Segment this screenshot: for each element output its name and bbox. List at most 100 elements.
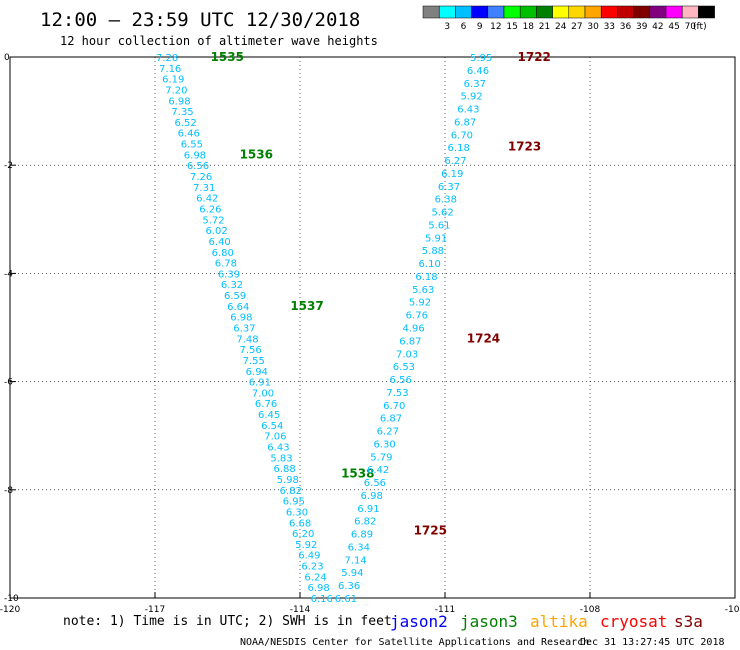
wave-height-value: 5.63 bbox=[412, 285, 434, 296]
colorbar-swatch bbox=[698, 5, 715, 19]
wave-height-value: 6.87 bbox=[380, 414, 402, 425]
pass-time-label: 1535 bbox=[211, 50, 244, 64]
colorbar-label: 33 bbox=[604, 22, 615, 32]
wave-height-value: 7.31 bbox=[193, 183, 215, 194]
wave-height-value: 5.91 bbox=[425, 233, 447, 244]
wave-height-value: 6.52 bbox=[175, 118, 197, 129]
colorbar-unit: (ft) bbox=[693, 22, 707, 32]
wave-height-value: 7.53 bbox=[386, 388, 408, 399]
y-tick-label: -4 bbox=[4, 269, 13, 279]
colorbar-label: 27 bbox=[571, 22, 582, 32]
wave-height-value: 6.34 bbox=[348, 542, 370, 553]
plot-area: -120 -117 -114 -111 -108 -105 0 -2 -4 -6 -8 -10 7.… bbox=[0, 50, 740, 615]
wave-height-value: 6.43 bbox=[267, 443, 289, 454]
colorbar-swatch bbox=[438, 5, 456, 19]
wave-height-value: 6.78 bbox=[215, 259, 237, 270]
y-tick-label: -2 bbox=[4, 161, 13, 171]
x-tick-label: -105 bbox=[725, 605, 740, 615]
wave-height-value: 6.16 bbox=[311, 594, 333, 605]
wave-height-value: 6.68 bbox=[289, 518, 311, 529]
wave-height-value: 7.14 bbox=[344, 555, 366, 566]
wave-height-value: 6.45 bbox=[258, 410, 280, 421]
colorbar-swatch bbox=[455, 5, 472, 19]
wave-height-value: 5.79 bbox=[370, 452, 392, 463]
colorbar-swatch bbox=[617, 5, 634, 19]
colorbar-swatch bbox=[568, 5, 586, 19]
track-s3a: 5.956.466.375.926.436.876.706.186.276.19… bbox=[335, 50, 551, 605]
colorbar-swatch bbox=[681, 5, 699, 19]
track-jason3: 7.287.166.197.206.987.356.526.466.556.98… bbox=[156, 50, 375, 605]
wave-height-value: 6.98 bbox=[168, 96, 190, 107]
wave-height-value: 6.43 bbox=[457, 105, 479, 116]
wave-height-value: 7.26 bbox=[190, 172, 212, 183]
wave-height-value: 6.19 bbox=[162, 75, 184, 86]
wave-height-value: 6.98 bbox=[184, 150, 206, 161]
wave-height-value: 6.56 bbox=[364, 478, 386, 489]
colorbar-swatch bbox=[649, 5, 667, 19]
wave-height-value: 7.48 bbox=[236, 334, 258, 345]
colorbar-label: 18 bbox=[523, 22, 535, 32]
wave-height-value: 6.64 bbox=[227, 302, 249, 313]
wave-height-value: 6.94 bbox=[246, 367, 268, 378]
colorbar-swatch bbox=[633, 5, 651, 19]
wave-height-value: 6.46 bbox=[467, 66, 489, 77]
footer-credit: NOAA/NESDIS Center for Satellite Applica… bbox=[240, 637, 589, 648]
x-axis-ticks: -120 -117 -114 -111 -108 -105 bbox=[0, 592, 740, 615]
wave-height-value: 6.42 bbox=[367, 465, 389, 476]
wave-height-value: 5.62 bbox=[431, 208, 453, 219]
satellite-name-altika: altika bbox=[530, 612, 588, 631]
wave-height-value: 6.20 bbox=[292, 529, 314, 540]
x-tick-label: -120 bbox=[0, 605, 20, 615]
wave-height-value: 6.49 bbox=[298, 551, 320, 562]
y-tick-label: -10 bbox=[4, 594, 19, 604]
x-tick-label: -108 bbox=[580, 605, 601, 615]
chart-subtitle: 12 hour collection of altimeter wave hei… bbox=[60, 34, 378, 48]
wave-height-value: 7.06 bbox=[264, 432, 286, 443]
colorbar-label: 21 bbox=[539, 22, 550, 32]
wave-height-value: 4.96 bbox=[402, 324, 424, 335]
satellite-legend: jason2 jason3 altika cryosat s3a bbox=[390, 612, 703, 631]
wave-height-value: 6.91 bbox=[249, 378, 271, 389]
colorbar-label: 24 bbox=[555, 22, 567, 32]
colorbar-label: 15 bbox=[506, 22, 517, 32]
wave-height-value: 5.94 bbox=[341, 568, 363, 579]
colorbar-label: 70 bbox=[685, 22, 697, 32]
wave-height-value: 6.37 bbox=[464, 79, 486, 90]
wave-height-value: 6.87 bbox=[399, 336, 421, 347]
wave-height-value: 6.37 bbox=[233, 324, 255, 335]
wave-height-value: 6.18 bbox=[415, 272, 437, 283]
wave-height-value: 6.42 bbox=[196, 194, 218, 205]
wave-height-value: 5.61 bbox=[428, 220, 450, 231]
colorbar-label: 12 bbox=[490, 22, 501, 32]
wave-height-value: 6.26 bbox=[199, 204, 221, 215]
wave-height-value: 5.92 bbox=[409, 298, 431, 309]
colorbar-swatch bbox=[584, 5, 602, 19]
wave-height-value: 6.56 bbox=[187, 161, 209, 172]
colorbar-label: 45 bbox=[668, 22, 679, 32]
colorbar-swatch bbox=[503, 5, 521, 19]
colorbar-label: 9 bbox=[477, 22, 483, 32]
wave-height-value: 6.23 bbox=[301, 562, 323, 573]
pass-time-label: 1725 bbox=[414, 523, 447, 537]
wave-height-value: 5.98 bbox=[277, 475, 299, 486]
grid bbox=[10, 57, 735, 598]
wave-height-value: 6.27 bbox=[377, 427, 399, 438]
wave-height-value: 6.27 bbox=[444, 156, 466, 167]
wave-height-value: 7.35 bbox=[171, 107, 193, 118]
wave-height-value: 6.82 bbox=[354, 517, 376, 528]
wave-height-value: 7.20 bbox=[165, 85, 187, 96]
y-tick-label: -6 bbox=[4, 378, 13, 388]
satellite-name-jason2: jason2 bbox=[390, 612, 448, 631]
wave-height-value: 6.70 bbox=[451, 130, 473, 141]
wave-height-value: 5.92 bbox=[295, 540, 317, 551]
wave-height-value: 5.88 bbox=[422, 246, 444, 257]
wave-height-value: 6.38 bbox=[435, 195, 457, 206]
wave-height-value: 5.92 bbox=[460, 92, 482, 103]
y-axis-ticks: 0 -2 -4 -6 -8 -10 bbox=[4, 53, 19, 604]
wave-height-value: 7.56 bbox=[239, 345, 261, 356]
y-tick-label: -8 bbox=[4, 486, 13, 496]
pass-time-label: 1724 bbox=[467, 331, 500, 345]
pass-time-label: 1536 bbox=[240, 147, 273, 161]
satellite-name-cryosat: cryosat bbox=[600, 612, 667, 631]
